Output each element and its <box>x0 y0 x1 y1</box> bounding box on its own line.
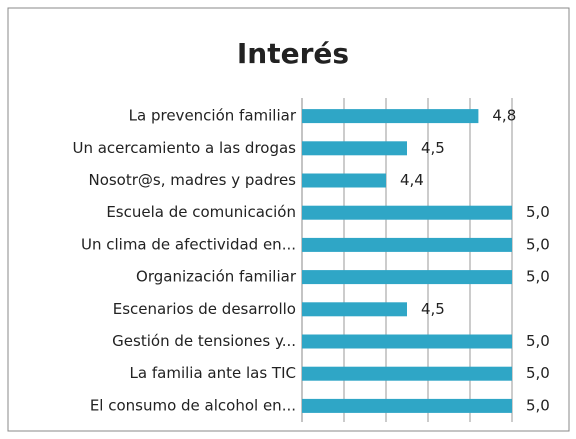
y-tick-label: Un acercamiento a las drogas <box>72 139 296 157</box>
bar <box>302 141 407 156</box>
bar <box>302 398 512 413</box>
y-tick-label: Nosotr@s, madres y padres <box>88 171 296 189</box>
bar <box>302 109 479 124</box>
y-tick-label: Organización familiar <box>136 268 297 286</box>
bar <box>302 302 407 317</box>
y-tick-label: El consumo de alcohol en... <box>90 396 296 414</box>
y-tick-label: Escenarios de desarrollo <box>113 300 296 318</box>
bar <box>302 334 512 349</box>
y-tick-label: Un clima de afectividad en... <box>81 235 296 253</box>
value-label: 5,0 <box>526 364 550 382</box>
y-tick-label: Escuela de comunicación <box>106 203 296 221</box>
value-label: 5,0 <box>526 203 550 221</box>
chart-title: Interés <box>237 37 349 70</box>
y-tick-label: Gestión de tensiones y... <box>112 332 296 350</box>
bar <box>302 366 512 381</box>
bar <box>302 173 386 188</box>
bar <box>302 270 512 285</box>
value-label: 4,4 <box>400 171 424 189</box>
y-tick-label: La prevención familiar <box>129 107 297 125</box>
value-label: 4,8 <box>492 107 516 125</box>
y-tick-label: La familia ante las TIC <box>130 364 296 382</box>
bar <box>302 205 512 220</box>
value-label: 4,5 <box>421 300 445 318</box>
bar <box>302 237 512 252</box>
value-label: 5,0 <box>526 332 550 350</box>
value-label: 4,5 <box>421 139 445 157</box>
value-label: 5,0 <box>526 268 550 286</box>
value-label: 5,0 <box>526 396 550 414</box>
value-label: 5,0 <box>526 235 550 253</box>
